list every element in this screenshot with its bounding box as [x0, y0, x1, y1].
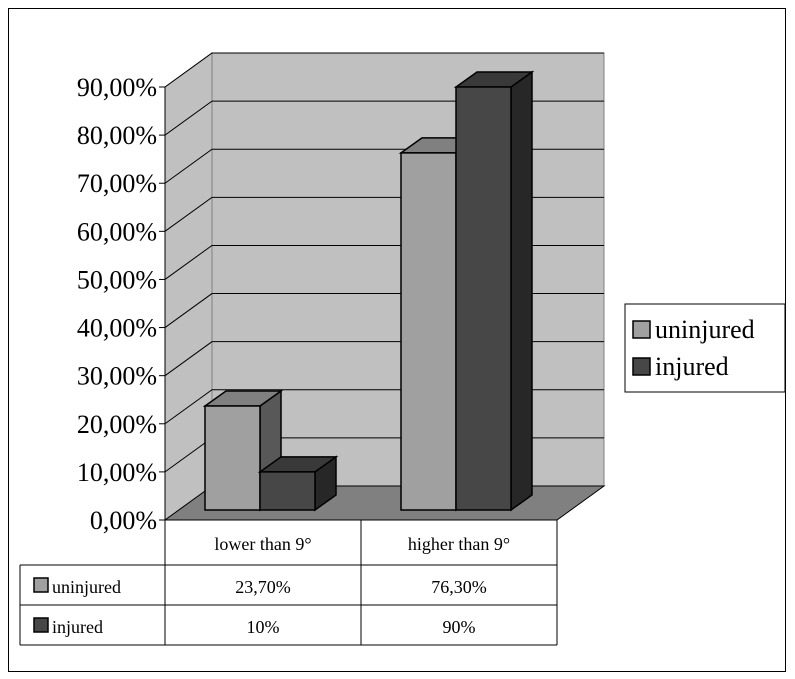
y-tick-label: 80,00% [77, 121, 157, 150]
y-tick-label: 10,00% [77, 458, 157, 487]
legend-key [632, 357, 651, 376]
data-label: 76,30% [431, 577, 487, 597]
bar-injured-0 [259, 471, 316, 511]
legend-key [632, 320, 651, 339]
table-legend-key [33, 577, 49, 593]
y-tick-label: 0,00% [90, 506, 157, 535]
y-tick-label: 40,00% [77, 314, 157, 343]
data-label: 90% [443, 617, 476, 637]
data-label: 10% [247, 617, 280, 637]
y-tick-label: 70,00% [77, 169, 157, 198]
table-row-label: uninjured [52, 577, 121, 597]
bar-side [510, 70, 533, 512]
bar-uninjured-1 [400, 152, 457, 511]
gridline [164, 52, 604, 88]
x-tick-label: lower than 9° [214, 534, 311, 554]
data-label: 23,70% [235, 577, 291, 597]
bar-uninjured-0 [204, 405, 261, 511]
legend-label: uninjured [655, 315, 755, 344]
y-tick-label: 50,00% [77, 265, 157, 294]
table-legend-key [33, 617, 49, 633]
y-tick-label: 60,00% [77, 217, 157, 246]
y-tick-label: 20,00% [77, 410, 157, 439]
legend [624, 303, 786, 393]
y-tick-label: 30,00% [77, 362, 157, 391]
legend-label: injured [655, 352, 729, 381]
y-tick-label: 90,00% [77, 73, 157, 102]
table-row-label: injured [52, 617, 103, 637]
x-tick-label: higher than 9° [408, 534, 510, 554]
bar-injured-1 [455, 86, 512, 511]
